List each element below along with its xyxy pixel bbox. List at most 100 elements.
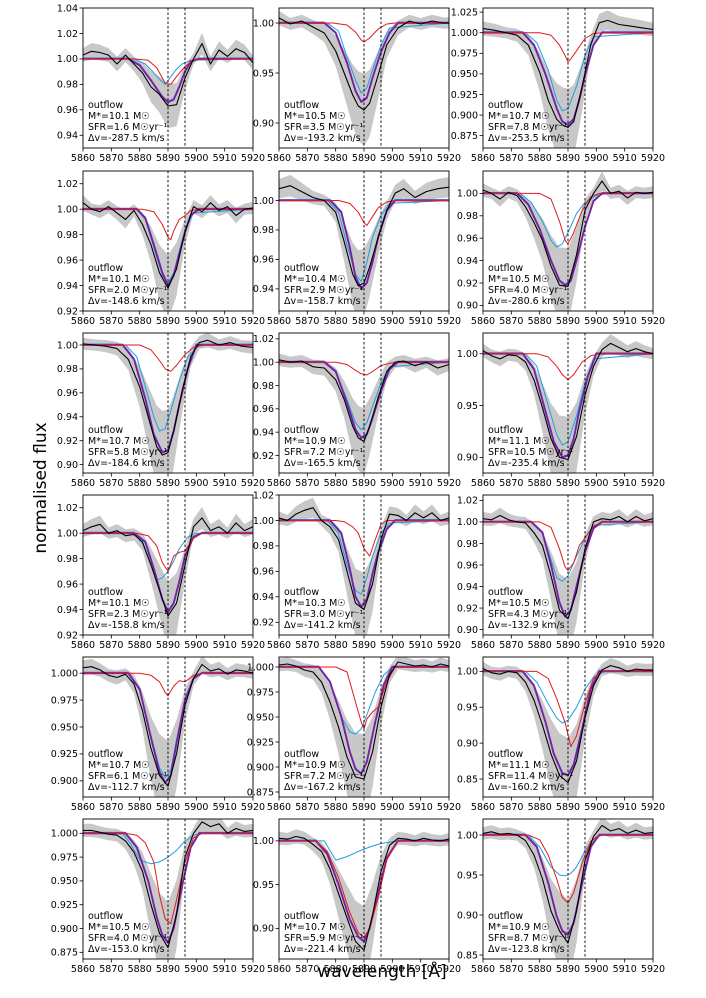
y-tick-label: 0.90	[457, 910, 478, 921]
y-tick-label: 1.00	[57, 528, 78, 539]
x-tick-label: 5890	[556, 964, 580, 975]
x-tick-label: 5880	[324, 964, 348, 975]
x-tick-label: 5900	[184, 316, 208, 327]
annotation-v: Δv=-132.9 km/s	[488, 620, 565, 631]
x-tick-label: 5890	[352, 153, 376, 164]
annotation-v: Δv=-287.5 km/s	[88, 133, 165, 144]
x-tick-label: 5880	[324, 316, 348, 327]
y-tick-label: 1.00	[457, 667, 478, 678]
annotation-outflow: outflow	[488, 425, 523, 436]
x-tick-label: 5860	[71, 153, 95, 164]
x-tick-label: 5900	[184, 153, 208, 164]
y-tick-label: 1.000	[51, 829, 78, 840]
series-red-line	[279, 361, 449, 376]
y-tick-label: 1.00	[457, 830, 478, 841]
x-tick-label: 5900	[584, 153, 608, 164]
y-tick-label: 0.96	[57, 105, 78, 116]
x-tick-label: 5870	[499, 802, 523, 813]
annotation-v: Δv=-112.7 km/s	[88, 782, 165, 793]
annotation-m: M*=10.3 M☉	[284, 598, 346, 609]
y-tick-label: 1.00	[57, 204, 78, 215]
y-tick-label: 0.925	[51, 900, 78, 911]
annotation-v: Δv=-158.7 km/s	[284, 296, 361, 307]
x-tick-label: 5910	[409, 153, 433, 164]
panel-18: 5860 5870 5880 5890 5900 5910 5920 0.85 0.90 0.95…	[457, 818, 665, 975]
x-tick-label: 5900	[584, 964, 608, 975]
annotation-outflow: outflow	[88, 587, 123, 598]
annotation-v: Δv=-193.2 km/s	[284, 133, 361, 144]
panel-4: 5860 5870 5880 5890 5900 5910 5920 0.92 0.94 0.96…	[57, 170, 265, 327]
y-tick-label: 1.025	[451, 7, 478, 18]
x-tick-label: 5880	[128, 964, 152, 975]
x-tick-label: 5890	[556, 153, 580, 164]
x-tick-label: 5870	[295, 478, 319, 489]
y-tick-label: 1.02	[57, 29, 78, 40]
x-tick-label: 5900	[584, 478, 608, 489]
x-tick-label: 5870	[295, 153, 319, 164]
y-tick-label: 0.85	[457, 774, 478, 785]
x-tick-label: 5860	[267, 153, 291, 164]
x-tick-label: 5880	[324, 153, 348, 164]
y-tick-label: 0.875	[247, 787, 274, 798]
x-tick-label: 5880	[324, 802, 348, 813]
x-tick-label: 5910	[213, 316, 237, 327]
annotation-outflow: outflow	[284, 749, 319, 760]
x-tick-label: 5910	[409, 640, 433, 651]
panel-1: 5860 5870 5880 5890 5900 5910 5920 0.94 0.96 0.98…	[57, 3, 265, 164]
y-tick-label: 0.950	[51, 722, 78, 733]
series-data-line	[83, 821, 253, 949]
x-tick-label: 5880	[528, 478, 552, 489]
y-tick-label: 1.00	[253, 516, 274, 527]
series-data-line	[83, 339, 253, 456]
annotation-m: M*=10.5 M☉	[488, 274, 550, 285]
x-tick-label: 5900	[184, 478, 208, 489]
y-tick-label: 0.94	[253, 592, 274, 603]
y-tick-label: 0.92	[57, 630, 78, 641]
series-model-line	[83, 832, 253, 944]
x-tick-label: 5880	[528, 964, 552, 975]
x-tick-label: 5880	[528, 640, 552, 651]
x-tick-label: 5920	[437, 316, 461, 327]
x-tick-label: 5890	[352, 964, 376, 975]
y-tick-label: 0.94	[457, 256, 478, 267]
annotation-m: M*=10.1 M☉	[88, 598, 150, 609]
panel-10: 5860 5870 5880 5890 5900 5910 5920 0.92 0.94 0.96…	[57, 494, 265, 651]
annotation-outflow: outflow	[284, 911, 319, 922]
series-cyan-line	[483, 670, 653, 724]
x-tick-label: 5880	[128, 153, 152, 164]
x-tick-label: 5900	[584, 802, 608, 813]
y-tick-label: 0.95	[457, 703, 478, 714]
data-uncertainty-band	[483, 334, 653, 473]
x-tick-label: 5910	[213, 478, 237, 489]
panel-17: 5860 5870 5880 5890 5900 5910 5920 0.90 0.95 1.00…	[253, 818, 461, 975]
annotation-m: M*=10.4 M☉	[284, 274, 346, 285]
x-tick-label: 5870	[99, 802, 123, 813]
y-tick-label: 0.98	[57, 230, 78, 241]
y-tick-label: 0.98	[57, 364, 78, 375]
series-cyan-line	[83, 344, 253, 432]
x-tick-label: 5880	[128, 316, 152, 327]
x-tick-label: 5900	[184, 640, 208, 651]
x-tick-label: 5910	[213, 964, 237, 975]
annotation-outflow: outflow	[88, 263, 123, 274]
annotation-outflow: outflow	[88, 100, 123, 111]
data-uncertainty-band	[83, 507, 253, 635]
y-tick-label: 0.98	[253, 225, 274, 236]
x-tick-label: 5920	[437, 640, 461, 651]
x-tick-label: 5910	[409, 478, 433, 489]
x-tick-label: 5920	[437, 153, 461, 164]
series-data-line	[279, 185, 449, 287]
x-tick-label: 5870	[499, 153, 523, 164]
y-tick-label: 0.92	[253, 451, 274, 462]
x-tick-label: 5880	[528, 316, 552, 327]
x-tick-label: 5920	[437, 964, 461, 975]
y-tick-label: 0.95	[253, 880, 274, 891]
y-tick-label: 0.96	[57, 388, 78, 399]
y-tick-label: 0.975	[51, 852, 78, 863]
panel-13: 5860 5870 5880 5890 5900 5910 5920 0.900 0.925 0.…	[51, 656, 265, 813]
x-tick-label: 5900	[380, 153, 404, 164]
x-tick-label: 5920	[641, 316, 665, 327]
y-tick-label: 0.98	[253, 541, 274, 552]
annotation-m: M*=10.7 M☉	[88, 760, 150, 771]
annotation-sfr: SFR=3.5 M☉yr⁻¹	[284, 122, 363, 133]
